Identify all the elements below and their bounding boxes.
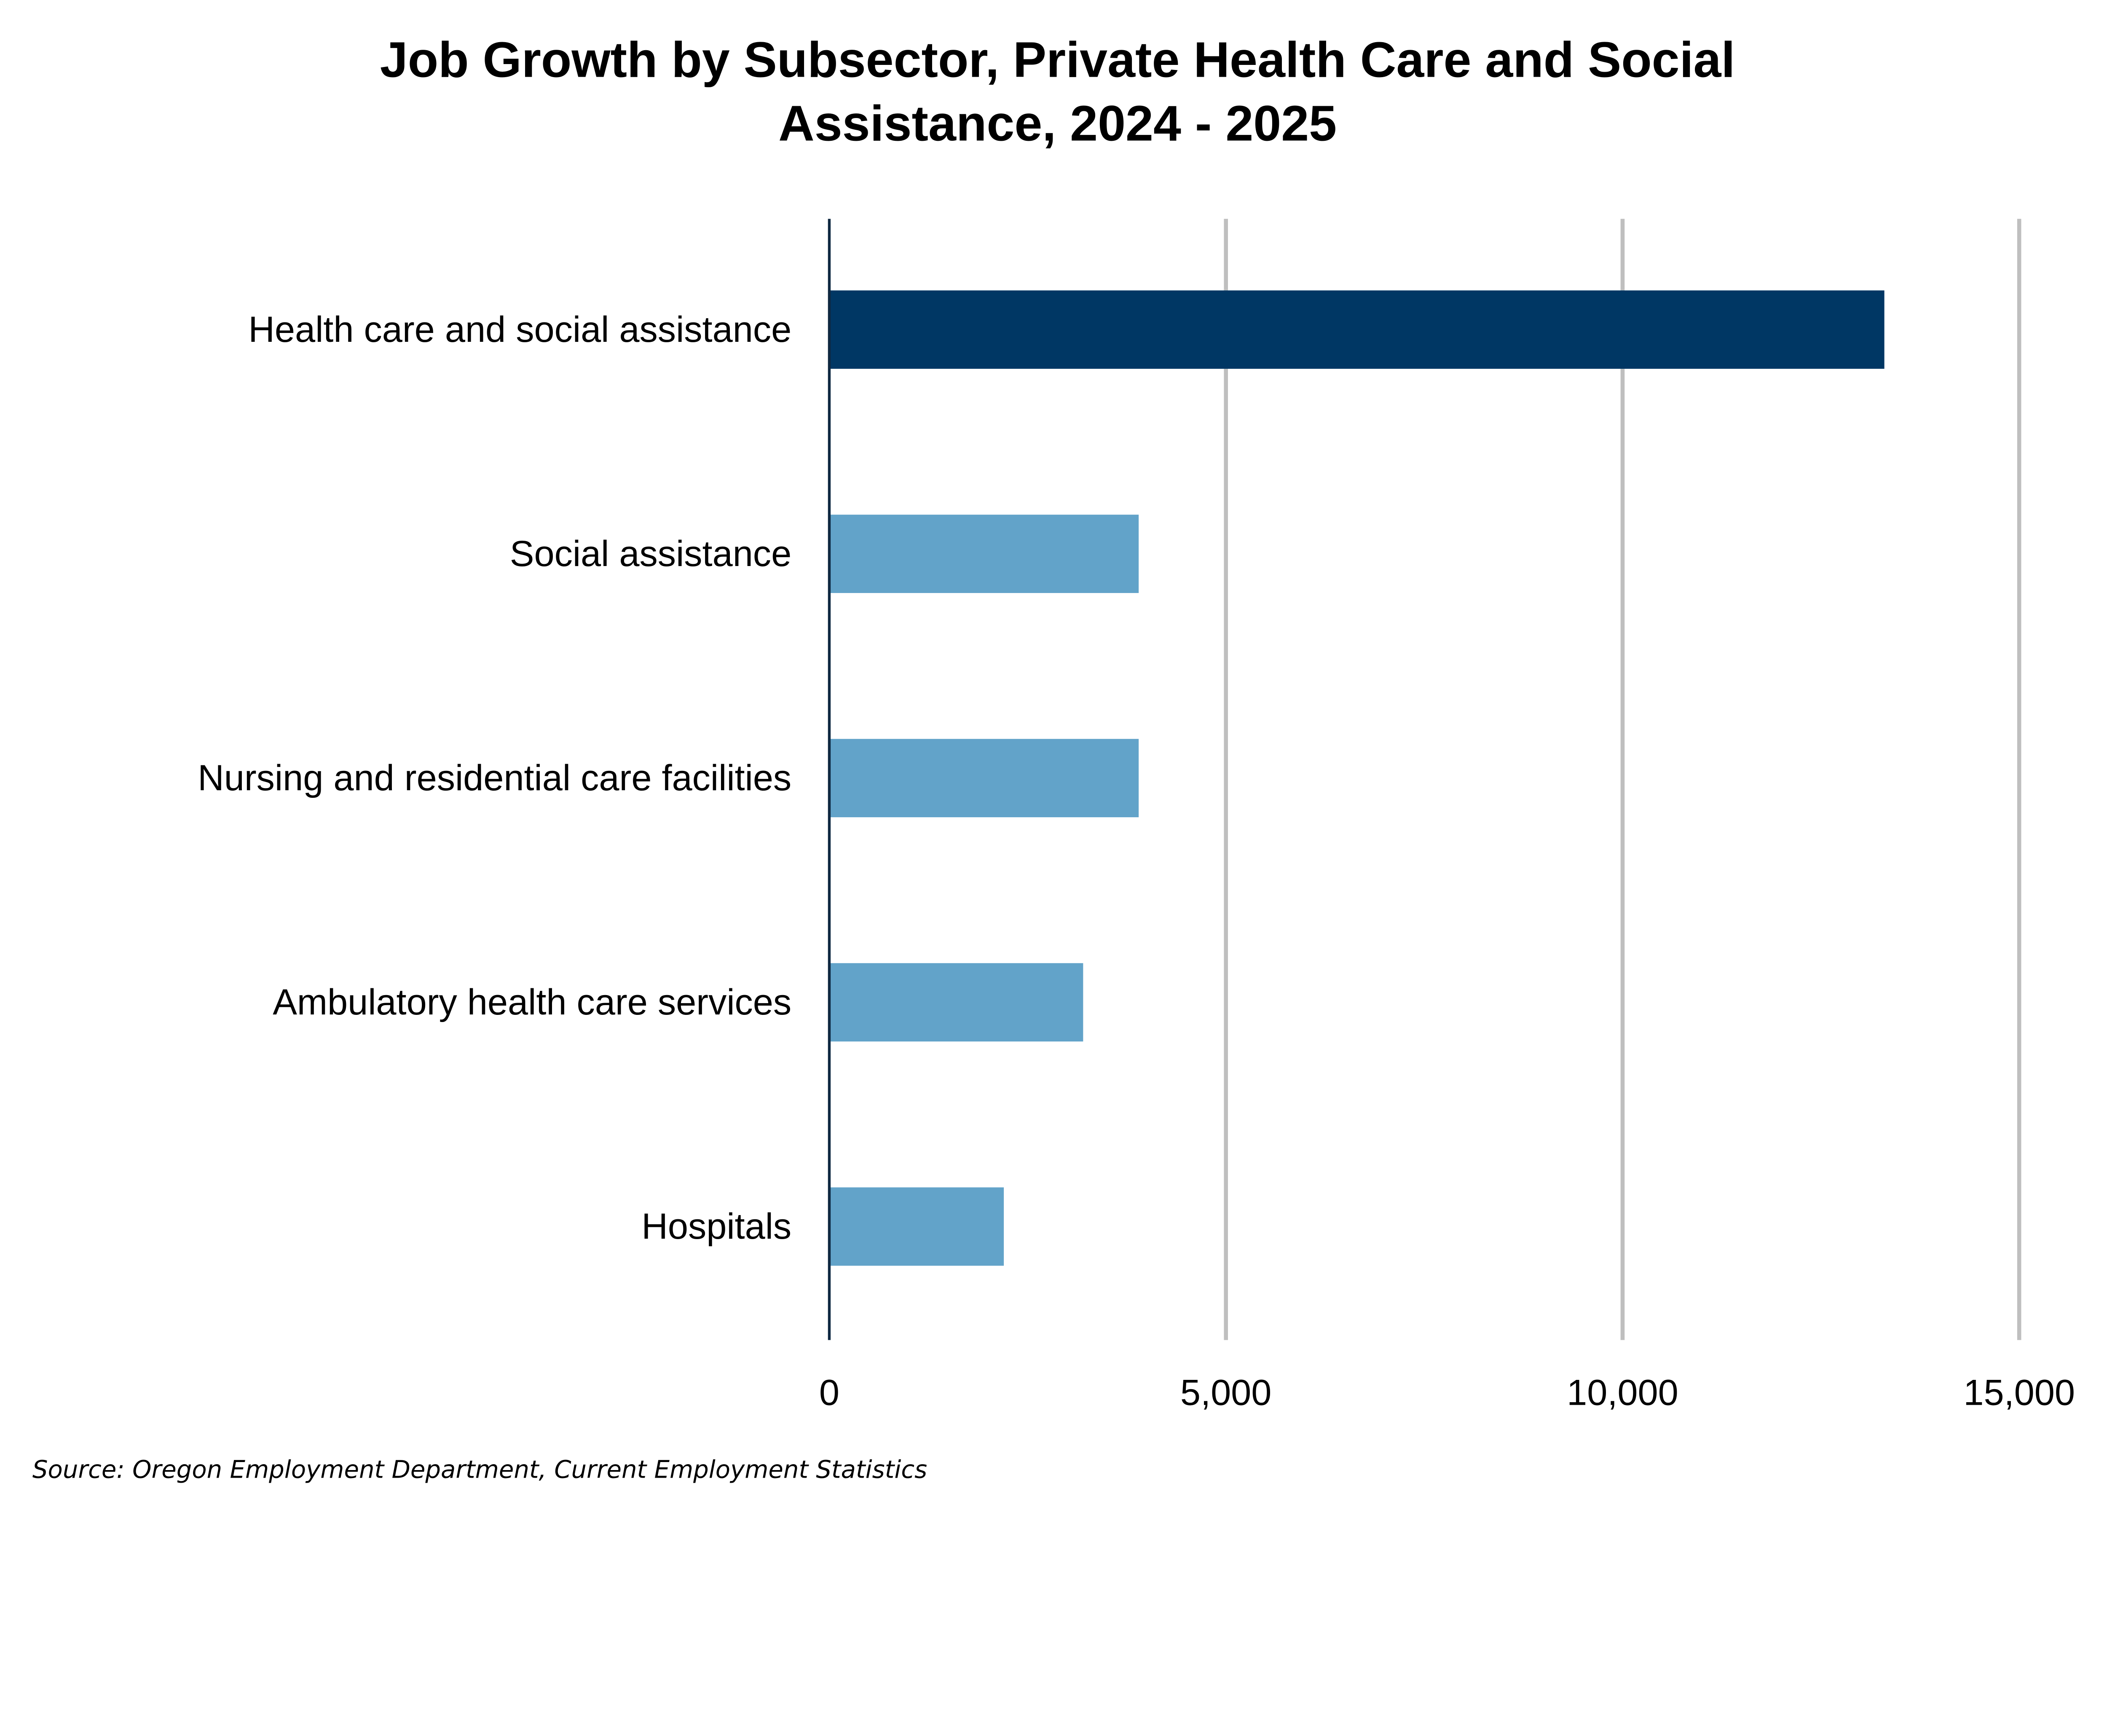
x-tick-label: 5,000: [1180, 1372, 1272, 1413]
x-tick-labels: 0 5,000 10,000 15,000: [819, 1372, 2075, 1413]
x-tick-label: 0: [819, 1372, 839, 1413]
category-labels: Health care and social assistance Social …: [198, 309, 791, 1247]
x-tick-label: 10,000: [1567, 1372, 1678, 1413]
bar: [829, 963, 1083, 1042]
chart-title-line-2: Assistance, 2024 - 2025: [778, 96, 1337, 151]
category-label: Ambulatory health care services: [273, 982, 791, 1022]
bar: [829, 515, 1139, 593]
source-note: Source: Oregon Employment Department, Cu…: [32, 1455, 927, 1484]
bar: [829, 739, 1139, 818]
x-tick-label: 15,000: [1963, 1372, 2075, 1413]
bars: [829, 290, 1885, 1266]
category-label: Hospitals: [641, 1206, 791, 1247]
category-label: Nursing and residential care facilities: [198, 758, 791, 798]
bar: [829, 290, 1885, 369]
gridlines: [1224, 219, 2021, 1340]
category-label: Social assistance: [510, 534, 791, 574]
bar: [829, 1187, 1004, 1266]
bar-chart: Job Growth by Subsector, Private Health …: [32, 32, 2075, 1484]
category-label: Health care and social assistance: [248, 309, 791, 350]
chart-title-line-1: Job Growth by Subsector, Private Health …: [380, 32, 1735, 88]
